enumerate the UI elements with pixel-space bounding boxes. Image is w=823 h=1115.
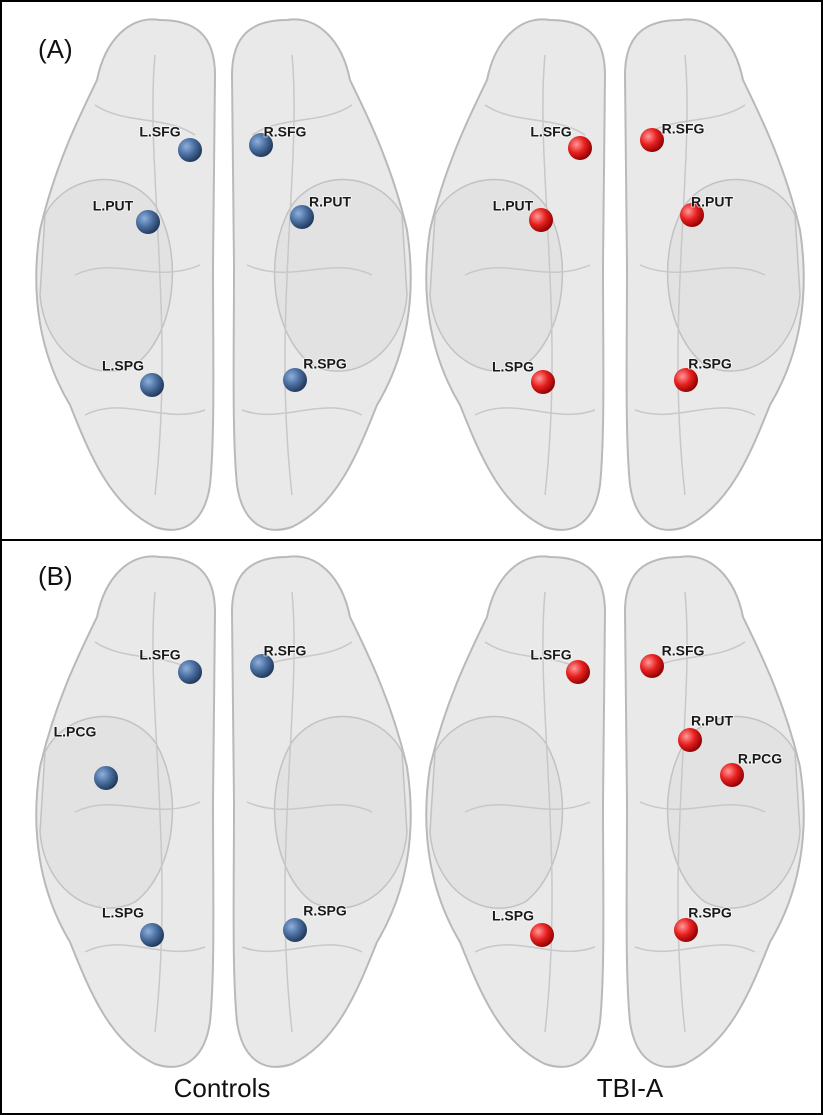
node <box>94 766 118 790</box>
node-label: L.SPG <box>102 905 144 921</box>
node-label: L.PCG <box>54 724 97 740</box>
panel-label: (A) <box>38 34 73 64</box>
brain-b-tbi <box>426 556 804 1066</box>
node-label: R.SPG <box>303 903 347 919</box>
brain-b-controls <box>36 556 411 1066</box>
node-label: R.PUT <box>691 713 733 729</box>
node <box>531 370 555 394</box>
node <box>283 918 307 942</box>
node-label: R.SFG <box>264 124 307 140</box>
node <box>178 660 202 684</box>
node <box>678 728 702 752</box>
node-label: L.SFG <box>530 647 571 663</box>
node <box>178 138 202 162</box>
node-label: R.SFG <box>662 643 705 659</box>
node-label: R.SFG <box>662 121 705 137</box>
node-label: R.SPG <box>688 905 732 921</box>
node <box>640 128 664 152</box>
node <box>674 918 698 942</box>
node <box>140 373 164 397</box>
node-label: L.SPG <box>492 908 534 924</box>
node-label: L.SFG <box>530 124 571 140</box>
node <box>640 654 664 678</box>
node <box>530 923 554 947</box>
brain-a-tbi <box>426 19 804 529</box>
brain-a-controls <box>36 19 411 529</box>
node-label: R.PUT <box>309 194 351 210</box>
node-label: L.SPG <box>492 359 534 375</box>
column-label: Controls <box>174 1073 271 1103</box>
node-label: L.SPG <box>102 358 144 374</box>
node-label: L.PUT <box>93 198 134 214</box>
node-label: L.PUT <box>493 198 534 214</box>
node-label: L.SFG <box>139 124 180 140</box>
node-label: R.SPG <box>303 356 347 372</box>
node-label: R.PUT <box>691 194 733 210</box>
node-label: R.SPG <box>688 356 732 372</box>
node <box>566 660 590 684</box>
node-label: R.PCG <box>738 751 782 767</box>
node <box>140 923 164 947</box>
node-label: L.SFG <box>139 647 180 663</box>
figure: (A) (B) Controls TBI-A L.SFG R.SFG L.PUT R.… <box>0 0 823 1115</box>
node-label: R.SFG <box>264 643 307 659</box>
column-label: TBI-A <box>597 1073 664 1103</box>
node <box>136 210 160 234</box>
panel-label: (B) <box>38 561 73 591</box>
